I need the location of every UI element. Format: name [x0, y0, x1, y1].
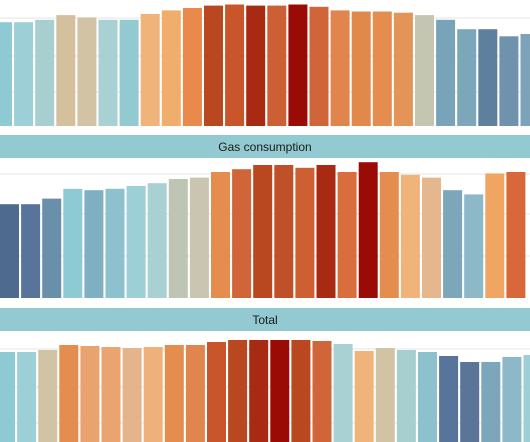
bar — [21, 204, 41, 298]
bar — [291, 340, 311, 442]
bar — [312, 341, 332, 442]
bar — [164, 345, 184, 442]
bar — [246, 5, 266, 127]
bar — [485, 173, 505, 298]
bar — [185, 345, 205, 442]
bar — [189, 177, 209, 298]
bar — [35, 19, 55, 126]
bar — [42, 198, 62, 298]
bar — [147, 183, 167, 298]
bar — [122, 348, 142, 442]
bar — [330, 10, 350, 126]
bar — [309, 6, 329, 126]
bar — [443, 190, 463, 298]
bar-chart-gas — [0, 162, 530, 298]
bar — [126, 186, 146, 298]
bar — [396, 350, 416, 442]
bar — [351, 11, 371, 126]
bar — [14, 22, 34, 127]
bar — [80, 346, 100, 442]
bar — [0, 352, 15, 442]
bar — [274, 165, 294, 298]
bar — [333, 344, 353, 442]
bar — [207, 342, 226, 442]
bar — [316, 165, 336, 298]
bar — [379, 172, 399, 298]
gas-panel — [0, 158, 530, 300]
bar — [439, 356, 459, 442]
bar — [0, 22, 12, 127]
bar — [84, 190, 104, 298]
bar — [143, 347, 163, 442]
bar — [523, 355, 530, 442]
bar — [481, 362, 501, 442]
bar — [506, 172, 526, 298]
bar — [358, 162, 378, 298]
bar — [38, 350, 58, 442]
bar — [232, 169, 252, 298]
bar — [270, 340, 290, 442]
bar — [436, 19, 456, 126]
bar — [77, 17, 97, 126]
bar — [0, 204, 19, 298]
bar — [478, 29, 498, 127]
total-banner: Total — [0, 308, 530, 331]
bar — [225, 4, 245, 126]
bar-chart-top — [0, 4, 530, 127]
bar — [182, 8, 202, 126]
bar — [211, 172, 230, 298]
bar — [354, 351, 374, 442]
bar — [422, 177, 441, 298]
bar — [337, 172, 357, 298]
bar — [253, 165, 273, 298]
bar — [63, 188, 83, 298]
bar — [457, 29, 477, 127]
electricity-panel — [0, 0, 530, 130]
bar — [460, 362, 480, 442]
bar — [464, 194, 484, 298]
bar — [161, 10, 181, 126]
bar — [375, 348, 395, 442]
bar — [400, 174, 420, 298]
bar — [295, 167, 315, 298]
bar — [267, 5, 287, 127]
bar — [56, 15, 76, 127]
bar — [168, 179, 188, 298]
bar — [101, 347, 121, 442]
bar — [520, 34, 530, 126]
gas-consumption-title: Gas consumption — [218, 139, 312, 154]
bar-chart-total — [0, 340, 530, 442]
bar — [288, 4, 308, 126]
bar — [204, 5, 223, 127]
bar — [418, 352, 437, 442]
total-panel — [0, 331, 530, 442]
bar — [105, 188, 125, 298]
bar — [140, 13, 160, 126]
total-title: Total — [252, 312, 278, 327]
bar — [502, 357, 522, 442]
bar — [59, 345, 79, 442]
bar — [249, 340, 269, 442]
bar — [17, 352, 37, 442]
bar — [228, 340, 248, 442]
bar — [393, 12, 413, 127]
bar — [415, 15, 434, 127]
bar — [119, 19, 139, 126]
bar — [372, 11, 392, 126]
bar — [98, 19, 118, 126]
bar — [499, 36, 519, 126]
gas-consumption-banner: Gas consumption — [0, 135, 530, 158]
